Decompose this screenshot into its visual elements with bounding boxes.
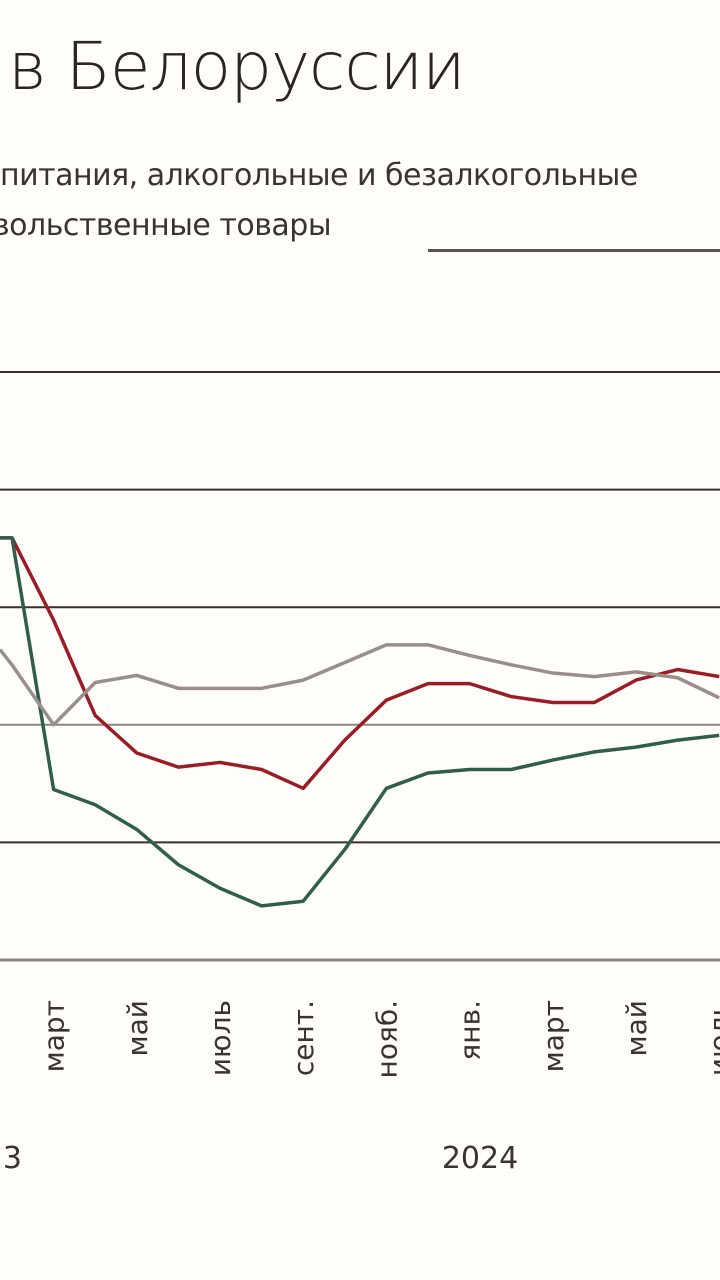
x-tick-label: май — [620, 1000, 653, 1056]
x-tick-label: янв. — [454, 1000, 487, 1061]
x-tick-label: май — [121, 1000, 154, 1056]
legend-entry-nonfood: вольственные товары — [0, 208, 332, 243]
series-line-1 — [0, 536, 720, 908]
x-tick-label: март — [537, 1000, 570, 1072]
legend-entry-food: питания, алкогольные и безалкогольные — [0, 158, 638, 193]
x-tick-label: июль — [204, 1000, 237, 1076]
year-label-2023: 2023 — [0, 1141, 22, 1176]
x-tick-label: сент. — [287, 1000, 320, 1076]
x-tick-label: нояб. — [370, 1000, 403, 1078]
x-tick-label: июль — [703, 1000, 720, 1076]
series-line-2 — [0, 643, 720, 727]
chart-title: в Белоруссии — [8, 28, 466, 105]
year-label-2024: 2024 — [442, 1141, 518, 1176]
x-tick-label: март — [38, 1000, 71, 1072]
legend-swatch-nonfood — [428, 249, 720, 252]
